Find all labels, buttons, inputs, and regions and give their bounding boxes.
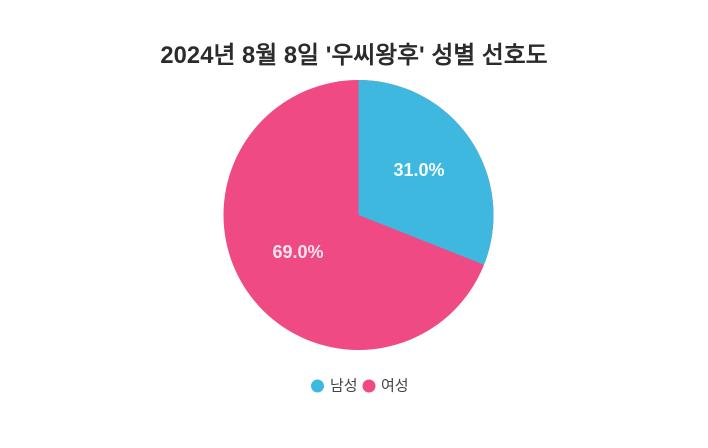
svg-text:31.0%: 31.0% <box>393 160 444 180</box>
svg-text:남성: 남성 <box>330 378 358 395</box>
svg-text:여성: 여성 <box>381 378 409 395</box>
svg-text:69.0%: 69.0% <box>272 242 323 262</box>
